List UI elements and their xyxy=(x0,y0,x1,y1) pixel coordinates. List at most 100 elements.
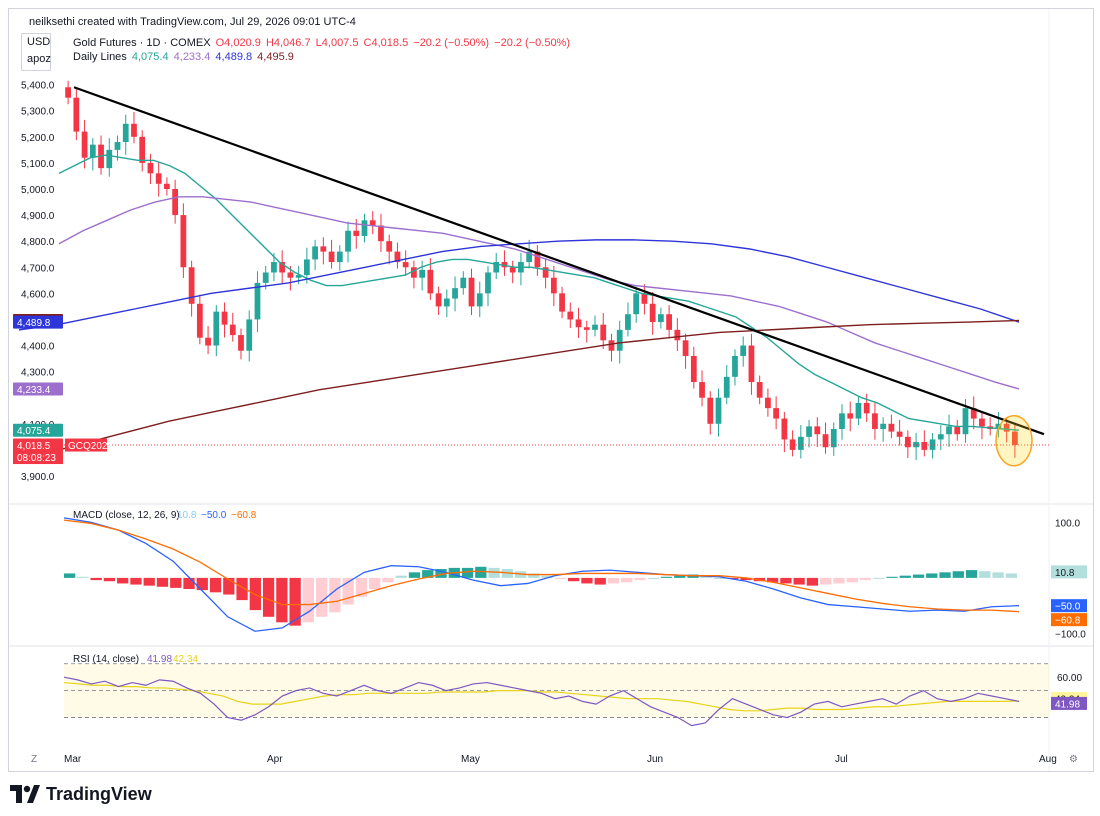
macd-histogram-bar xyxy=(316,577,328,617)
macd-histogram-bar xyxy=(408,572,421,578)
candle-body xyxy=(287,272,294,278)
macd-histogram-bar xyxy=(382,577,394,583)
rsi-axis-badge xyxy=(1051,696,1087,710)
candle-body xyxy=(690,355,697,383)
candle-body xyxy=(839,413,845,429)
macd-histogram-bar xyxy=(634,577,646,581)
candle-body xyxy=(592,324,598,330)
macd-tick-label: 100.0 xyxy=(1055,518,1080,529)
macd-histogram-bar xyxy=(183,577,195,589)
candle-body xyxy=(246,319,253,351)
candle-body xyxy=(279,262,286,273)
macd-line xyxy=(63,517,1020,632)
macd-histogram-bar xyxy=(143,577,155,586)
line-value-2: 4,233.4 xyxy=(173,51,211,63)
time-tick-label: May xyxy=(461,754,480,765)
chart-canvas[interactable]: MACD (close, 12, 26, 9)10.8 −50.0 −60.8100… xyxy=(9,9,1093,771)
symbol-tag-badge xyxy=(65,438,107,452)
candle-body xyxy=(575,319,582,328)
price-tick-label: 5,200.0 xyxy=(21,133,55,144)
candle-body xyxy=(633,293,640,315)
candle-body xyxy=(954,426,961,435)
tradingview-logo: TradingView xyxy=(10,782,152,806)
candle-body xyxy=(468,277,475,307)
candle-body xyxy=(369,220,376,226)
candle-body xyxy=(789,439,796,450)
candle-body xyxy=(740,345,747,356)
candle-body xyxy=(657,314,664,323)
candle-body xyxy=(155,173,162,184)
candle-body xyxy=(649,303,656,323)
price-tick-label: 4,300.0 xyxy=(21,368,55,379)
line-value-3: 4,489.8 xyxy=(215,51,253,63)
line-value-4: 4,495.9 xyxy=(257,51,294,63)
macd-histogram-bar xyxy=(64,573,76,578)
candle-body xyxy=(254,282,261,320)
candle-body xyxy=(699,382,705,398)
candle-body xyxy=(114,142,121,150)
time-tick-label: Jul xyxy=(835,754,848,765)
price-label-badge xyxy=(13,315,63,329)
candle-body xyxy=(666,314,672,330)
countdown-text: 08:08:23 xyxy=(17,453,56,464)
candle-body xyxy=(847,413,854,419)
zoom-icon[interactable]: Z xyxy=(31,754,38,765)
candle-body xyxy=(271,262,277,273)
candle-body xyxy=(773,408,780,419)
price-label-badge xyxy=(13,438,63,452)
price-label-badge xyxy=(13,382,63,396)
daily-lines-label[interactable]: Daily Lines xyxy=(73,51,127,63)
candle-body xyxy=(262,272,269,283)
macd-histogram-bar xyxy=(435,569,447,578)
currency-label: USD xyxy=(27,36,51,48)
line-value-1: 4,075.4 xyxy=(131,51,169,63)
currency-selector[interactable]: USD apoz xyxy=(21,33,51,71)
candle-body xyxy=(888,423,895,432)
symbol-title[interactable]: Gold Futures · 1D · COMEX xyxy=(73,37,211,49)
candle-body xyxy=(419,269,426,278)
price-label-text: 4,075.4 xyxy=(17,426,51,437)
macd-histogram-bar xyxy=(873,577,885,579)
settings-icon[interactable]: ⚙ xyxy=(1069,754,1078,765)
moving-average-line xyxy=(58,154,1020,431)
candle-body xyxy=(526,251,533,263)
macd-histogram-bar xyxy=(780,577,792,584)
chart-frame: MACD (close, 12, 26, 9) 10.8 −50.0 −60.8 100… xyxy=(8,8,1094,772)
macd-histogram-bar xyxy=(209,577,222,593)
macd-histogram-bar xyxy=(660,576,673,578)
candle-body xyxy=(81,131,88,158)
candle-body xyxy=(946,426,952,435)
candle-body xyxy=(1012,431,1018,446)
macd-histogram-bar xyxy=(965,570,978,578)
candle-body xyxy=(732,355,738,377)
moving-average-line xyxy=(58,196,1020,390)
candle-body xyxy=(921,442,928,450)
candle-body xyxy=(863,402,870,414)
macd-histogram-bar xyxy=(979,571,991,578)
candle-body xyxy=(131,123,137,137)
rsi-tick-label: 60.00 xyxy=(1057,673,1082,684)
candle-body xyxy=(147,162,154,174)
macd-histogram-bar xyxy=(833,577,845,584)
time-tick-label: Apr xyxy=(267,754,283,765)
macd-histogram-bar xyxy=(713,577,726,579)
macd-histogram-bar xyxy=(355,577,368,597)
macd-histogram-bar xyxy=(859,577,872,581)
change-value: −20.2 (−0.50%) xyxy=(413,37,490,49)
macd-histogram-bar xyxy=(806,577,819,586)
candle-body xyxy=(814,426,821,435)
candle-body xyxy=(756,382,763,398)
currency-sub-label: apoz xyxy=(27,53,51,65)
candle-body xyxy=(723,376,730,398)
candle-body xyxy=(567,311,574,320)
candle-body xyxy=(164,183,170,189)
candle-body xyxy=(394,251,401,263)
candle-body xyxy=(328,251,335,263)
macd-histogram-bar xyxy=(647,577,659,579)
macd-histogram-bar xyxy=(461,567,474,578)
macd-tick-label: −100.0 xyxy=(1055,629,1086,640)
rsi-axis-text: 41.98 xyxy=(1055,699,1080,710)
macd-axis-badge xyxy=(1051,599,1087,613)
price-tick-label: 3,900.0 xyxy=(21,472,55,483)
macd-histogram-bar xyxy=(674,575,686,578)
